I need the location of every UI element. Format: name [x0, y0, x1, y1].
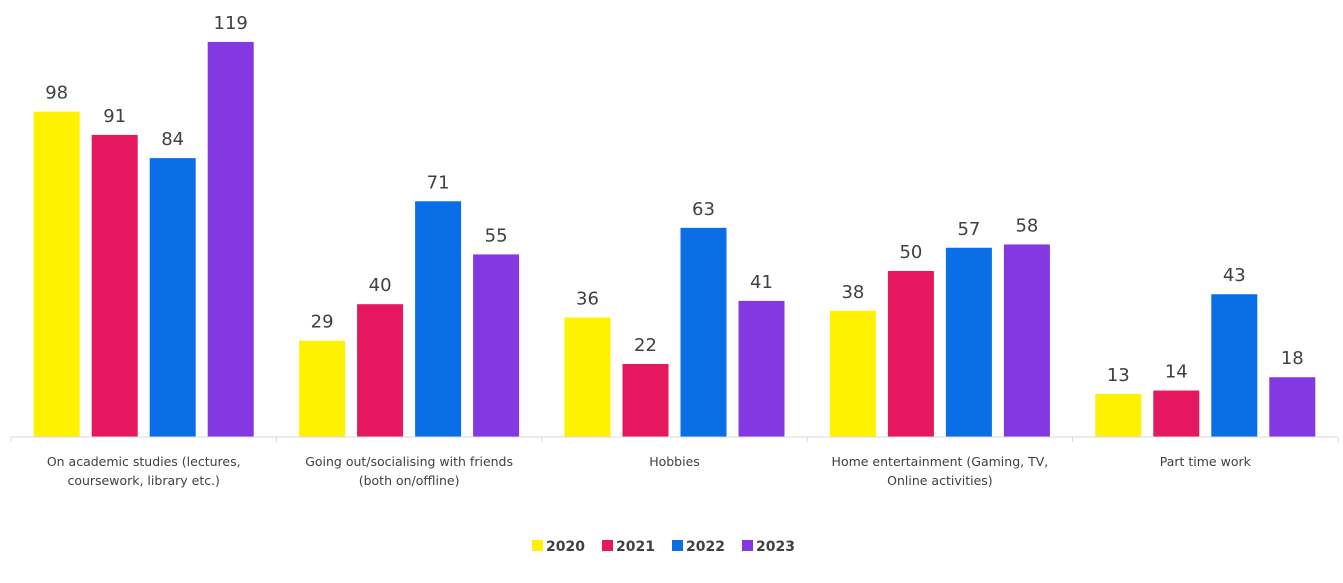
- bar-2022-4: [1211, 294, 1258, 437]
- bar-2020-0: [33, 111, 80, 437]
- bar-2023-3: [1003, 244, 1050, 437]
- bar-2022-1: [415, 201, 462, 437]
- legend-label-2021: 2021: [616, 539, 655, 555]
- bar-2023-2: [738, 300, 785, 437]
- bar-2023-1: [473, 254, 520, 437]
- bar-2021-0: [91, 134, 138, 437]
- category-labels-layer: On academic studies (lectures, coursework…: [47, 454, 1252, 488]
- bar-2021-2: [622, 363, 669, 437]
- data-label-2023-2: 41: [750, 272, 773, 293]
- data-label-2021-4: 14: [1165, 362, 1188, 383]
- legend-swatch-2020: [532, 540, 543, 551]
- bar-2022-3: [945, 247, 992, 437]
- data-label-2022-1: 71: [427, 172, 450, 193]
- bar-2023-4: [1269, 377, 1316, 437]
- data-label-2023-0: 119: [214, 13, 248, 34]
- data-label-2023-1: 55: [485, 225, 508, 246]
- category-label-2: Hobbies: [649, 454, 700, 469]
- data-label-2022-0: 84: [161, 129, 184, 150]
- category-label-1: Going out/socialising with friends (both …: [305, 454, 513, 488]
- bars-layer: [33, 41, 1316, 438]
- data-label-2020-1: 29: [311, 312, 334, 333]
- bar-2021-1: [357, 304, 404, 437]
- data-label-2023-3: 58: [1015, 215, 1038, 236]
- bar-2022-0: [149, 158, 196, 437]
- bar-2021-4: [1153, 390, 1200, 437]
- legend-swatch-2023: [742, 540, 753, 551]
- legend-label-2023: 2023: [756, 539, 795, 555]
- bar-2023-0: [207, 41, 254, 438]
- legend-label-2022: 2022: [686, 539, 725, 555]
- category-label-3: Home entertainment (Gaming, TV, Online ac…: [832, 454, 1049, 488]
- legend: 2020 2021 2022 2023: [532, 539, 795, 555]
- data-label-2020-3: 38: [841, 282, 864, 303]
- x-axis: [10, 436, 1339, 442]
- legend-label-2020: 2020: [546, 539, 585, 555]
- data-label-2020-2: 36: [576, 288, 599, 309]
- bar-2022-2: [680, 227, 727, 437]
- data-label-2021-3: 50: [899, 242, 922, 263]
- data-label-2021-0: 91: [103, 106, 126, 127]
- legend-swatch-2022: [672, 540, 683, 551]
- data-label-2022-3: 57: [957, 219, 980, 240]
- data-label-2022-4: 43: [1223, 265, 1246, 286]
- bar-2020-2: [564, 317, 611, 437]
- legend-swatch-2021: [602, 540, 613, 551]
- bar-2021-3: [887, 271, 934, 437]
- value-labels-layer: 98 91 84 119 29 40 71 55 36 22 63 41 38 50 57 58 13 14 43 1…: [45, 13, 1304, 386]
- data-label-2021-1: 40: [369, 275, 392, 296]
- data-label-2023-4: 18: [1281, 348, 1304, 369]
- data-label-2022-2: 63: [692, 199, 715, 220]
- data-label-2021-2: 22: [634, 335, 657, 356]
- bar-2020-4: [1095, 393, 1142, 437]
- bar-2020-1: [299, 340, 346, 437]
- data-label-2020-0: 98: [45, 83, 68, 104]
- category-label-4: Part time work: [1160, 454, 1252, 469]
- category-label-0: On academic studies (lectures, coursework…: [47, 454, 241, 488]
- data-label-2020-4: 13: [1107, 365, 1130, 386]
- bar-2020-3: [829, 310, 876, 437]
